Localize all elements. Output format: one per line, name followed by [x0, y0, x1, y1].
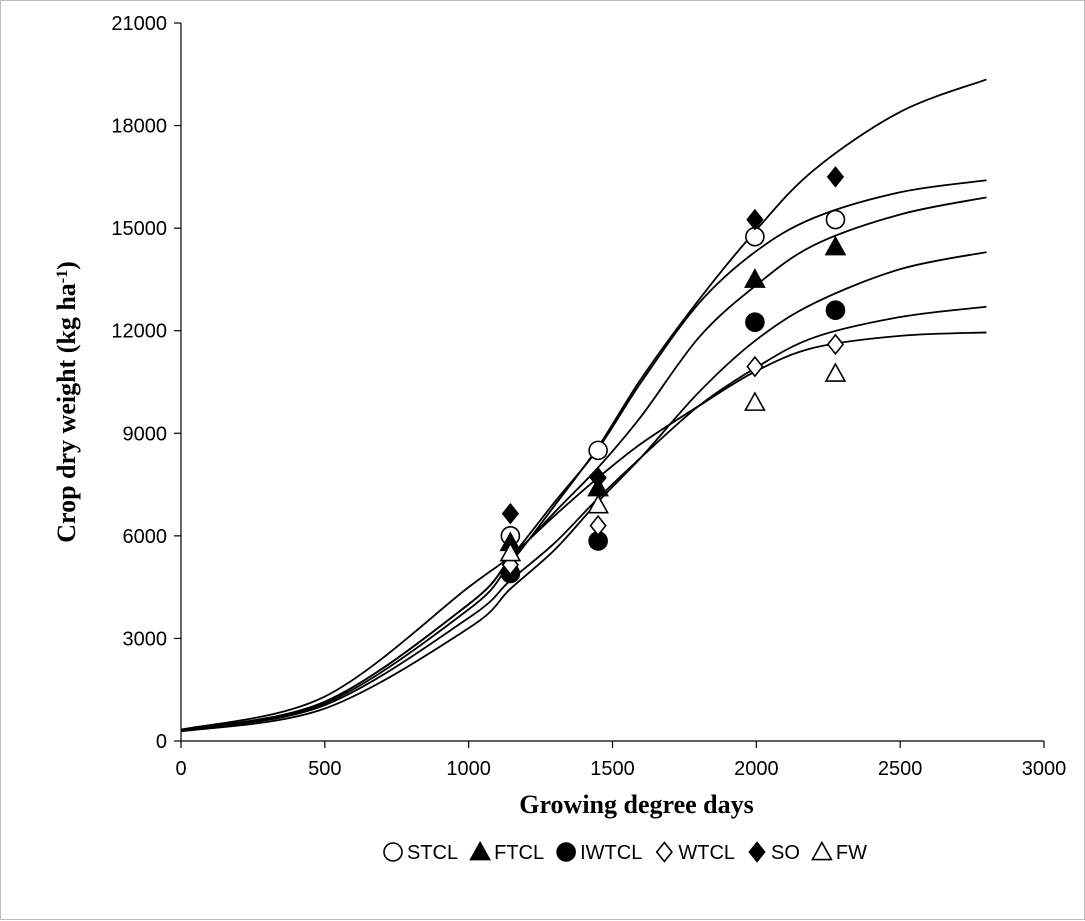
data-point-stcl — [745, 226, 765, 247]
data-point-so — [501, 502, 520, 525]
data-point-so — [826, 166, 845, 188]
legend-marker-ftcl — [469, 840, 491, 861]
x-axis-ticks: 0 500 1000 1500 2000 2500 3000 — [175, 741, 1066, 780]
fitted-curve-wtcl — [180, 305, 987, 732]
legend-label-ftcl: FTCL — [494, 842, 544, 864]
y-tick-label: 6000 — [123, 526, 168, 548]
legend-marker-wtcl — [655, 841, 673, 863]
y-tick-label: 9000 — [123, 423, 168, 445]
data-point-wtcl — [589, 514, 607, 537]
y-axis-ticks: 0 3000 6000 9000 12000 15000 18000 21000 — [111, 13, 181, 753]
y-axis-title-close: ) — [52, 261, 81, 270]
y-tick-label: 21000 — [111, 13, 167, 35]
y-tick-label: 3000 — [123, 628, 168, 650]
data-point-wtcl — [501, 554, 520, 576]
x-tick-label: 2500 — [878, 758, 923, 780]
data-point-wtcl — [746, 355, 764, 378]
fitted-curves — [180, 78, 987, 733]
y-axis-title: Crop dry weight (kg ha-1) — [52, 261, 81, 543]
axes: 0 500 1000 1500 2000 2500 3000 0 3000 6000 9000 12… — [111, 13, 1066, 780]
data-point-stcl — [588, 440, 608, 461]
fitted-curve-so — [180, 78, 987, 731]
legend-marker-iwtcl — [556, 842, 576, 862]
x-axis-title: Growing degree days — [519, 790, 753, 819]
legend-marker-so — [748, 841, 766, 863]
x-tick-label: 2000 — [734, 758, 779, 780]
legend: STCL FTCL IWTCL WTCL SO FW — [383, 840, 867, 864]
legend-label-fw: FW — [836, 842, 867, 864]
y-tick-label: 12000 — [111, 321, 167, 343]
data-points — [499, 166, 847, 584]
fitted-curve-fw — [180, 331, 987, 731]
fitted-curve-iwtcl — [180, 251, 987, 733]
legend-marker-fw — [811, 840, 833, 861]
x-tick-label: 0 — [175, 758, 186, 780]
x-tick-label: 500 — [308, 758, 341, 780]
fitted-curve-ftcl — [180, 196, 987, 732]
legend-label-so: SO — [771, 842, 800, 864]
y-axis-title-superscript: -1 — [54, 270, 71, 283]
legend-label-wtcl: WTCL — [678, 842, 735, 864]
y-tick-label: 18000 — [111, 116, 167, 138]
data-point-fw — [824, 362, 847, 382]
data-point-fw — [499, 541, 522, 562]
y-tick-label: 0 — [156, 731, 167, 753]
y-axis-title-main: Crop dry weight (kg ha — [52, 283, 81, 543]
data-point-so — [589, 466, 607, 489]
x-tick-label: 3000 — [1022, 758, 1067, 780]
x-tick-label: 1500 — [590, 758, 635, 780]
data-point-ftcl — [824, 235, 847, 256]
fitted-curve-stcl — [180, 179, 987, 731]
data-point-stcl — [825, 209, 846, 230]
x-tick-label: 1000 — [446, 758, 491, 780]
legend-label-stcl: STCL — [407, 842, 458, 864]
data-point-iwtcl — [825, 300, 846, 321]
data-point-ftcl — [744, 268, 766, 288]
y-tick-label: 15000 — [111, 218, 167, 240]
data-point-wtcl — [826, 333, 845, 356]
data-point-fw — [744, 391, 766, 411]
legend-label-iwtcl: IWTCL — [580, 842, 642, 864]
data-point-iwtcl — [745, 312, 765, 332]
data-point-so — [746, 208, 764, 231]
data-point-fw — [587, 493, 609, 514]
legend-marker-stcl — [383, 842, 403, 862]
